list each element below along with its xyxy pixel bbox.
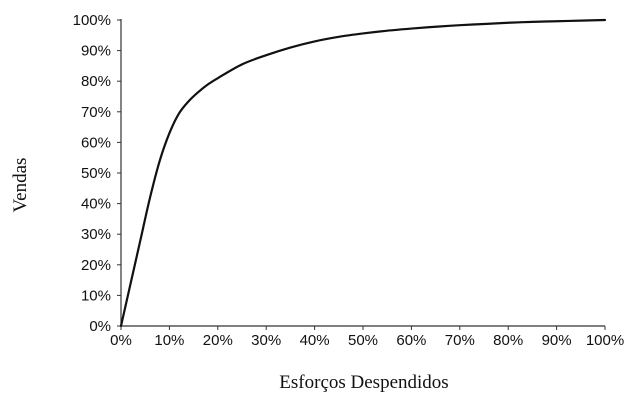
y-tick-label: 100%	[73, 12, 111, 29]
x-tick-label: 30%	[251, 332, 281, 349]
x-tick-label: 100%	[586, 332, 624, 349]
y-axis-title: Vendas	[10, 158, 31, 213]
y-tick-label: 0%	[89, 318, 111, 335]
x-tick-label: 40%	[300, 332, 330, 349]
series-layer	[119, 18, 607, 328]
y-tick-label: 10%	[81, 287, 111, 304]
x-tick-label: 50%	[348, 332, 378, 349]
x-tick-labels: 0% 10% 20% 30% 40% 50% 60% 70% 80% 90% 100%	[110, 332, 624, 349]
x-axis-title: Esforços Despendidos	[279, 372, 448, 393]
x-tick-label: 80%	[493, 332, 523, 349]
y-tick-label: 30%	[81, 226, 111, 243]
axes	[117, 19, 606, 330]
x-tick-label: 20%	[203, 332, 233, 349]
x-tick-label: 0%	[110, 332, 132, 349]
x-tick-label: 60%	[396, 332, 426, 349]
y-tick-label: 70%	[81, 104, 111, 121]
x-tick-label: 90%	[542, 332, 572, 349]
x-tick-label: 10%	[154, 332, 184, 349]
y-tick-label: 90%	[81, 43, 111, 60]
y-tick-label: 60%	[81, 134, 111, 151]
y-tick-label: 50%	[81, 165, 111, 182]
x-tick-label: 70%	[445, 332, 475, 349]
y-tick-label: 80%	[81, 73, 111, 90]
series-line	[119, 18, 607, 328]
y-tick-label: 40%	[81, 196, 111, 213]
y-tick-labels: 0% 10% 20% 30% 40% 50% 60% 70% 80% 90% 100%	[73, 12, 111, 335]
y-tick-label: 20%	[81, 257, 111, 274]
